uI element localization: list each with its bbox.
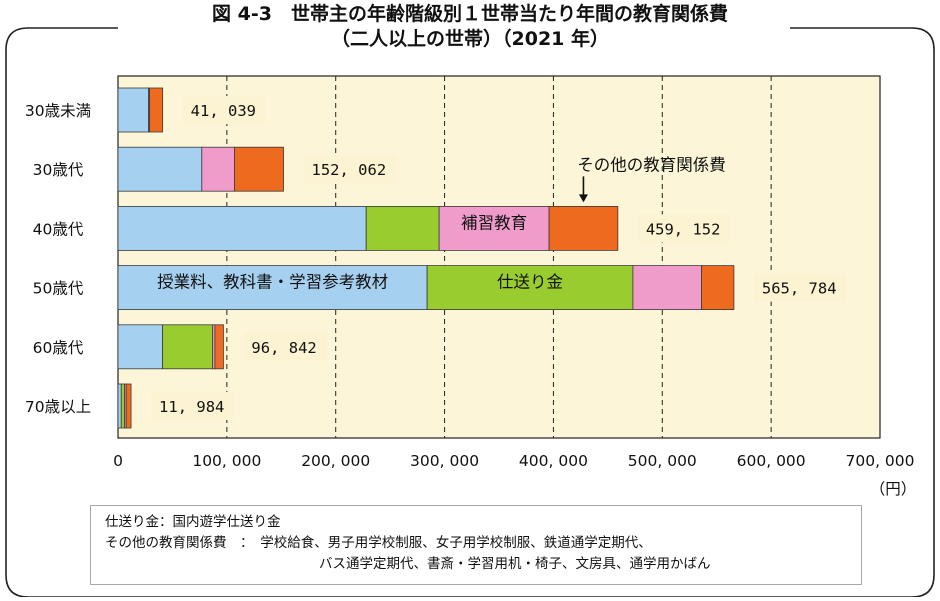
- chart-subtitle: （二人以上の世帯）（2021 年）: [331, 28, 609, 50]
- x-tick-label: 300, 000: [410, 452, 479, 470]
- total-label-bg: [753, 273, 847, 302]
- x-tick-label: 700, 000: [845, 452, 914, 470]
- note-other-costs-cont: バス通学定期代、書斎・学習用机・椅子、文房具、通学用かばん: [319, 556, 711, 572]
- total-label-bg: [637, 214, 731, 243]
- category-label: 60歳代: [33, 339, 84, 357]
- category-label: 40歳代: [33, 220, 84, 238]
- annotation-remittance: 仕送り金: [497, 273, 564, 292]
- category-label: 50歳代: [33, 280, 84, 298]
- annotation-arrowhead: [578, 194, 588, 203]
- x-tick-label: 0: [113, 452, 123, 470]
- total-label-bg: [243, 332, 327, 361]
- x-tick-label: 600, 000: [737, 452, 806, 470]
- total-label: 565, 784: [762, 280, 837, 298]
- x-tick-label: 200, 000: [301, 452, 370, 470]
- bar-other: [701, 265, 735, 311]
- plot-area: [117, 75, 881, 439]
- annotation-tuition: 授業料、教科書・学習参考教材: [157, 273, 388, 292]
- bar-tuition: [117, 383, 122, 429]
- bar-tutoring: [632, 265, 702, 311]
- x-unit-label: （円）: [870, 480, 917, 498]
- annotation-other-costs: その他の教育関係費: [577, 155, 726, 174]
- bar-remittance: [162, 324, 214, 370]
- category-label: 30歳未満: [25, 102, 91, 120]
- bar-other: [125, 383, 132, 429]
- category-label: 70歳以上: [25, 398, 91, 416]
- x-tick-label: 100, 000: [192, 452, 261, 470]
- bar-other: [234, 146, 284, 192]
- bar-tuition: [117, 87, 149, 133]
- bar-other: [548, 205, 619, 251]
- total-label-bg: [182, 96, 266, 124]
- note-remittance: 仕送り金：国内遊学仕送り金: [105, 514, 281, 530]
- bar-tuition: [117, 324, 164, 370]
- bar-other: [214, 324, 224, 370]
- category-label: 30歳代: [33, 161, 84, 179]
- x-tick-label: 400, 000: [519, 452, 588, 470]
- bar-remittance: [426, 265, 634, 311]
- total-label: 459, 152: [646, 220, 721, 238]
- total-label: 96, 842: [251, 339, 316, 357]
- x-tick-label: 500, 000: [628, 452, 697, 470]
- total-label-bg: [151, 392, 235, 420]
- total-label: 152, 062: [312, 161, 387, 179]
- total-label: 11, 984: [159, 398, 224, 416]
- total-label-bg: [303, 155, 397, 184]
- total-label: 41, 039: [191, 102, 256, 120]
- bar-other: [149, 87, 164, 133]
- bar-tutoring: [438, 205, 550, 251]
- bar-tuition: [117, 146, 203, 192]
- bar-tuition: [117, 265, 428, 311]
- bar-remittance: [120, 383, 125, 429]
- annotation-tutoring: 補習教育: [461, 213, 527, 232]
- bar-tutoring: [201, 146, 235, 192]
- bar-tuition: [117, 205, 367, 251]
- chart-title: 図 4-3 世帯主の年齢階級別１世帯当たり年間の教育関係費: [212, 3, 728, 25]
- notes-box: 仕送り金：国内遊学仕送り金 その他の教育関係費 ： 学校給食、男子用学校制服、女…: [90, 505, 862, 585]
- note-other-costs: その他の教育関係費 ： 学校給食、男子用学校制服、女子用学校制服、鉄道通学定期代…: [105, 535, 652, 551]
- bar-remittance: [365, 205, 440, 251]
